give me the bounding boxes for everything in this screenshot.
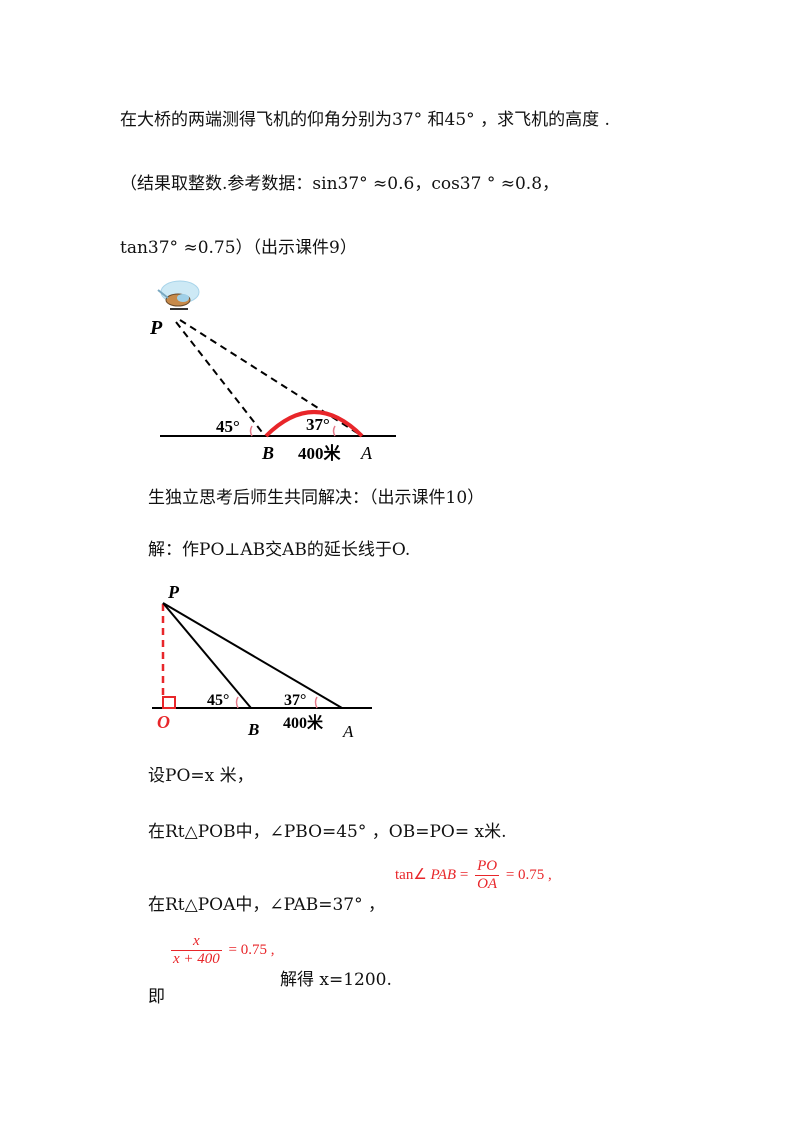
tan-equals: = (459, 866, 469, 883)
angle-b-label: 45° (216, 417, 240, 436)
tan-result: = 0.75 , (505, 866, 552, 883)
equation-numerator: x (193, 933, 200, 949)
point-b-label: B (247, 720, 259, 739)
equation-denominator: x + 400 (171, 950, 222, 967)
helicopter-icon (157, 280, 200, 310)
solution-intro: 生独立思考后师生共同解决：（出示课件10） (148, 488, 485, 508)
point-p-label: P (167, 582, 180, 602)
solution-step-5-prefix: 即 (148, 987, 165, 1007)
tan-formula: tan∠ PAB = PO OA = 0.75 , (395, 858, 552, 893)
solution-step-4: 在Rt△POA中，∠PAB=37° ， (148, 895, 386, 915)
point-a-label: A (342, 722, 354, 741)
equation-fraction: x x + 400 (171, 933, 222, 968)
problem-line-1: 在大桥的两端测得飞机的仰角分别为37° 和45° ，求飞机的高度 . (120, 110, 610, 130)
tan-angle: PAB (430, 866, 457, 883)
solution-step-2: 设PO=x 米， (148, 766, 254, 786)
point-a-label: A (360, 443, 373, 463)
solution-step-1: 解：作PO⊥AB交AB的延长线于O. (148, 540, 411, 560)
solution-step-5-result: 解得 x=1200. (280, 970, 392, 990)
point-o-label: O (157, 712, 170, 732)
distance-label: 400米 (283, 713, 324, 732)
problem-line-2: （结果取整数.参考数据：sin37° ≈0.6，cos37 ° ≈0.8， (120, 174, 560, 194)
point-p-label: P (149, 317, 163, 339)
solution-step-3: 在Rt△POB中，∠PBO=45° ，OB=PO= x米. (148, 822, 507, 842)
tan-prefix: tan∠ (395, 866, 427, 883)
equation-formula: x x + 400 = 0.75 , (168, 933, 275, 968)
angle-a-label: 37° (284, 692, 306, 709)
problem-line-3: tan37° ≈0.75）（出示课件9） (120, 238, 357, 258)
tan-denominator: OA (475, 875, 500, 892)
equation-result: = 0.75 , (228, 941, 275, 958)
tan-fraction: PO OA (475, 858, 500, 893)
angle-b-label: 45° (207, 692, 229, 709)
distance-label: 400米 (298, 443, 342, 463)
angle-a-label: 37° (306, 415, 330, 434)
tan-numerator: PO (477, 858, 498, 874)
point-b-label: B (261, 443, 274, 463)
